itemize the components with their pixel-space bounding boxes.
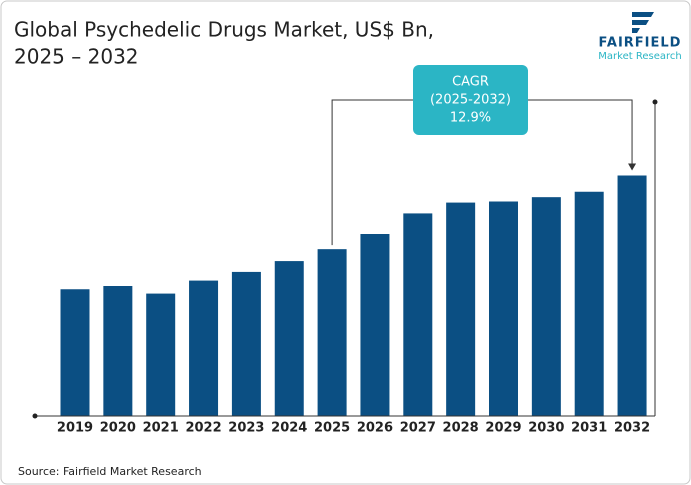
bar (403, 213, 433, 416)
arrow-head (628, 163, 637, 171)
x-tick-label: 2024 (271, 421, 307, 436)
x-tick-label: 2019 (57, 421, 93, 436)
x-tick-label: 2026 (357, 421, 393, 436)
bar (317, 249, 347, 416)
x-tick-label: 2025 (314, 421, 350, 436)
logo-text: FAIRFIELD (599, 36, 682, 51)
bar (531, 197, 561, 416)
source: Source: Fairfield Market Research (18, 465, 202, 478)
x-tick-label: 2031 (571, 421, 607, 436)
x-tick-label: 2030 (528, 421, 564, 436)
x-tick-label: 2032 (614, 421, 650, 436)
bar (189, 280, 219, 416)
bar (617, 175, 647, 416)
bar (274, 261, 304, 416)
x-tick-label: 2023 (228, 421, 264, 436)
bar (146, 293, 176, 416)
bar (360, 234, 390, 416)
chart-title: 2025 – 2032 (14, 45, 139, 69)
x-tick-label: 2029 (485, 421, 521, 436)
annotation-text: (2025-2032) (430, 93, 511, 108)
x-tick-label: 2021 (143, 421, 179, 436)
logo: FAIRFIELD Market Research (598, 12, 682, 62)
bar (103, 286, 133, 416)
annotation-text: CAGR (452, 75, 489, 90)
bar (231, 271, 261, 416)
bar (60, 289, 90, 416)
x-tick-label: 2022 (185, 421, 221, 436)
bar (489, 201, 518, 416)
logo-icon (632, 12, 654, 33)
connector (331, 99, 633, 246)
annotation-box (413, 65, 528, 135)
bar (446, 202, 476, 416)
axis-dot (32, 413, 38, 419)
bar (574, 191, 604, 416)
logo-subtext: Market Research (598, 51, 681, 62)
x-tick-label: 2028 (443, 421, 479, 436)
x-tick-label: 2027 (400, 421, 436, 436)
axis-dot (652, 99, 658, 105)
x-tick-label: 2020 (100, 421, 136, 436)
chart-title: Global Psychedelic Drugs Market, US$ Bn, (14, 18, 434, 42)
annotation-text: 12.9% (450, 111, 491, 126)
